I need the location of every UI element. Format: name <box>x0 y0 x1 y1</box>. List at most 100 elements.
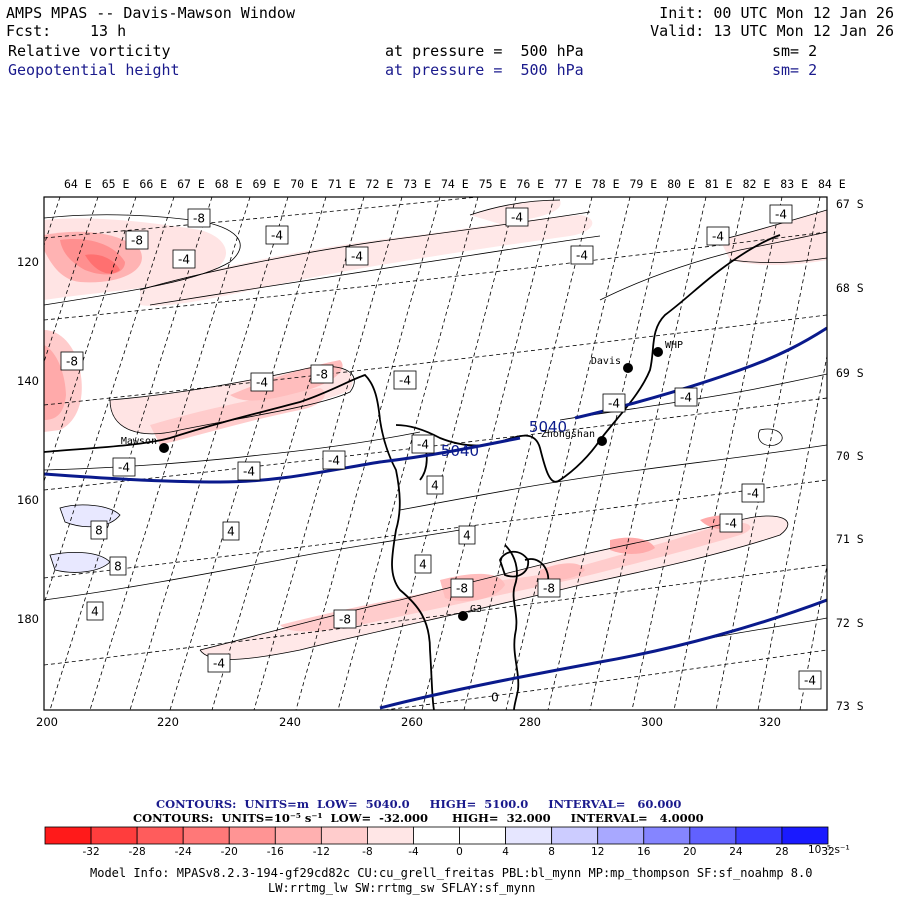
map-plot: -8 -8 -4 -4 -4 -4 -4 -4 -4 -8 -8 -4 -4 -4 -4 -4 -4 -4 8 8 4 -… <box>43 196 828 711</box>
vorticity-label: -4 <box>393 370 417 390</box>
colorbar-swatch <box>367 826 414 845</box>
svg-text:-4: -4 <box>775 208 787 222</box>
x-axis-tick: 300 <box>641 715 663 729</box>
map-title: AMPS MPAS -- Davis-Mawson Window <box>6 4 295 22</box>
svg-text:-4: -4 <box>804 674 816 688</box>
svg-text:-4: -4 <box>712 230 724 244</box>
colorbar-swatch <box>274 826 322 845</box>
latitude-label: 72 S <box>836 616 864 630</box>
colorbar-tick: -8 <box>362 846 373 858</box>
colorbar <box>44 826 829 845</box>
vorticity-label: -4 <box>265 225 289 245</box>
svg-text:-4: -4 <box>351 250 363 264</box>
vorticity-label: -8 <box>60 351 84 371</box>
svg-text:-8: -8 <box>339 613 351 627</box>
vorticity-label: 8 <box>109 556 127 576</box>
colorbar-swatch <box>228 826 276 845</box>
colorbar-swatches <box>44 826 829 845</box>
svg-text:8: 8 <box>114 560 122 574</box>
colorbar-tick: 28 <box>775 846 789 858</box>
colorbar-swatch <box>90 826 138 845</box>
latitude-label: 69 S <box>836 366 864 380</box>
vorticity-label: -4 <box>706 226 730 246</box>
colorbar-tick: 12 <box>591 846 605 858</box>
svg-text:-4: -4 <box>399 374 411 388</box>
svg-text:-4: -4 <box>328 454 340 468</box>
vorticity-label: -4 <box>112 457 136 477</box>
vorticity-label: -8 <box>125 230 149 250</box>
y-axis-tick: 160 <box>17 493 39 507</box>
map-plot-area <box>44 197 827 710</box>
colorbar-tick: -12 <box>312 846 330 858</box>
svg-text:4: 4 <box>91 605 99 619</box>
colorbar-tick: 16 <box>637 846 651 858</box>
vorticity-label: -4 <box>237 461 261 481</box>
vorticity-label: 4 <box>414 554 432 574</box>
longitude-label: 69 E <box>252 177 281 191</box>
svg-text:-4: -4 <box>511 211 523 225</box>
field2-level: at pressure = 500 hPa <box>385 61 584 79</box>
colorbar-swatch <box>643 826 691 845</box>
vorticity-contour-labels: -8 -8 -4 -4 -4 -4 -4 -4 -4 -8 -8 -4 -4 -4 -4 -4 -4 -4 8 8 4 -… <box>60 204 822 705</box>
colorbar-swatch <box>413 826 460 845</box>
longitude-label: 68 E <box>214 177 243 191</box>
colorbar-swatch <box>182 826 230 845</box>
vorticity-label: -4 <box>741 483 765 503</box>
colorbar-tick: 32 <box>821 846 835 858</box>
longitude-label: 76 E <box>516 177 545 191</box>
station-davis: Davis <box>591 356 633 373</box>
longitude-label: 74 E <box>441 177 469 191</box>
svg-text:-8: -8 <box>193 212 205 226</box>
longitude-label: 72 E <box>365 177 394 191</box>
x-axis-tick: 280 <box>519 715 541 729</box>
station-marker <box>623 363 633 373</box>
svg-text:4: 4 <box>463 529 471 543</box>
station-name: WHP <box>665 340 683 351</box>
longitude-label: 79 E <box>629 177 658 191</box>
model-info-line2: LW:rrtmg_lw SW:rrtmg_sw SFLAY:sf_mynn <box>268 881 536 895</box>
colorbar-swatch <box>597 826 645 845</box>
colorbar-swatch <box>320 826 368 845</box>
x-axis-tick: 320 <box>759 715 781 729</box>
colorbar-swatch <box>551 826 599 845</box>
colorbar-tick: -28 <box>128 846 146 858</box>
field2-smoothing: sm= 2 <box>772 61 818 79</box>
svg-text:-4: -4 <box>747 487 759 501</box>
height-contours-info: CONTOURS: UNITS=m LOW= 5040.0 HIGH= 5100… <box>156 797 682 811</box>
svg-text:4: 4 <box>227 525 235 539</box>
vorticity-label: 4 <box>426 475 444 495</box>
vorticity-label: -4 <box>769 204 793 224</box>
longitude-label: 67 E <box>177 177 205 191</box>
colorbar-tick: 8 <box>548 846 555 858</box>
svg-text:-4: -4 <box>256 376 268 390</box>
vorticity-label: -4 <box>322 450 346 470</box>
colorbar-tick: 20 <box>683 846 697 858</box>
svg-text:-4: -4 <box>725 517 737 531</box>
station-name: Mawson <box>121 436 157 447</box>
forecast-hour: 13 h <box>90 22 127 40</box>
svg-text:-8: -8 <box>131 234 143 248</box>
vorticity-label: 4 <box>222 521 240 541</box>
svg-text:-4: -4 <box>213 657 225 671</box>
field1-name: Relative vorticity <box>8 42 171 60</box>
colorbar-swatch <box>459 826 506 845</box>
svg-text:-8: -8 <box>543 582 555 596</box>
latitude-label: 68 S <box>836 281 864 295</box>
vorticity-contours-info: CONTOURS: UNITS=10⁻⁵ s⁻¹ LOW= -32.000 HI… <box>133 811 704 825</box>
vorticity-label: 0 <box>491 691 499 705</box>
station-marker <box>597 436 607 446</box>
longitude-label: 65 E <box>101 177 130 191</box>
height-label: 5040 <box>441 442 479 460</box>
vorticity-label: -8 <box>333 609 357 629</box>
vorticity-label: 4 <box>458 525 476 545</box>
station-zhongshan: Zhongshan <box>541 429 607 446</box>
colorbar-swatch <box>689 826 737 845</box>
station-name: G3 <box>470 604 482 615</box>
colorbar-tick: -32 <box>82 846 100 858</box>
vorticity-label: -4 <box>411 434 435 454</box>
x-axis-tick: 220 <box>157 715 179 729</box>
svg-text:4: 4 <box>431 479 439 493</box>
longitude-label: 70 E <box>290 177 318 191</box>
svg-text:-8: -8 <box>456 582 468 596</box>
y-axis-tick: 140 <box>17 374 39 388</box>
